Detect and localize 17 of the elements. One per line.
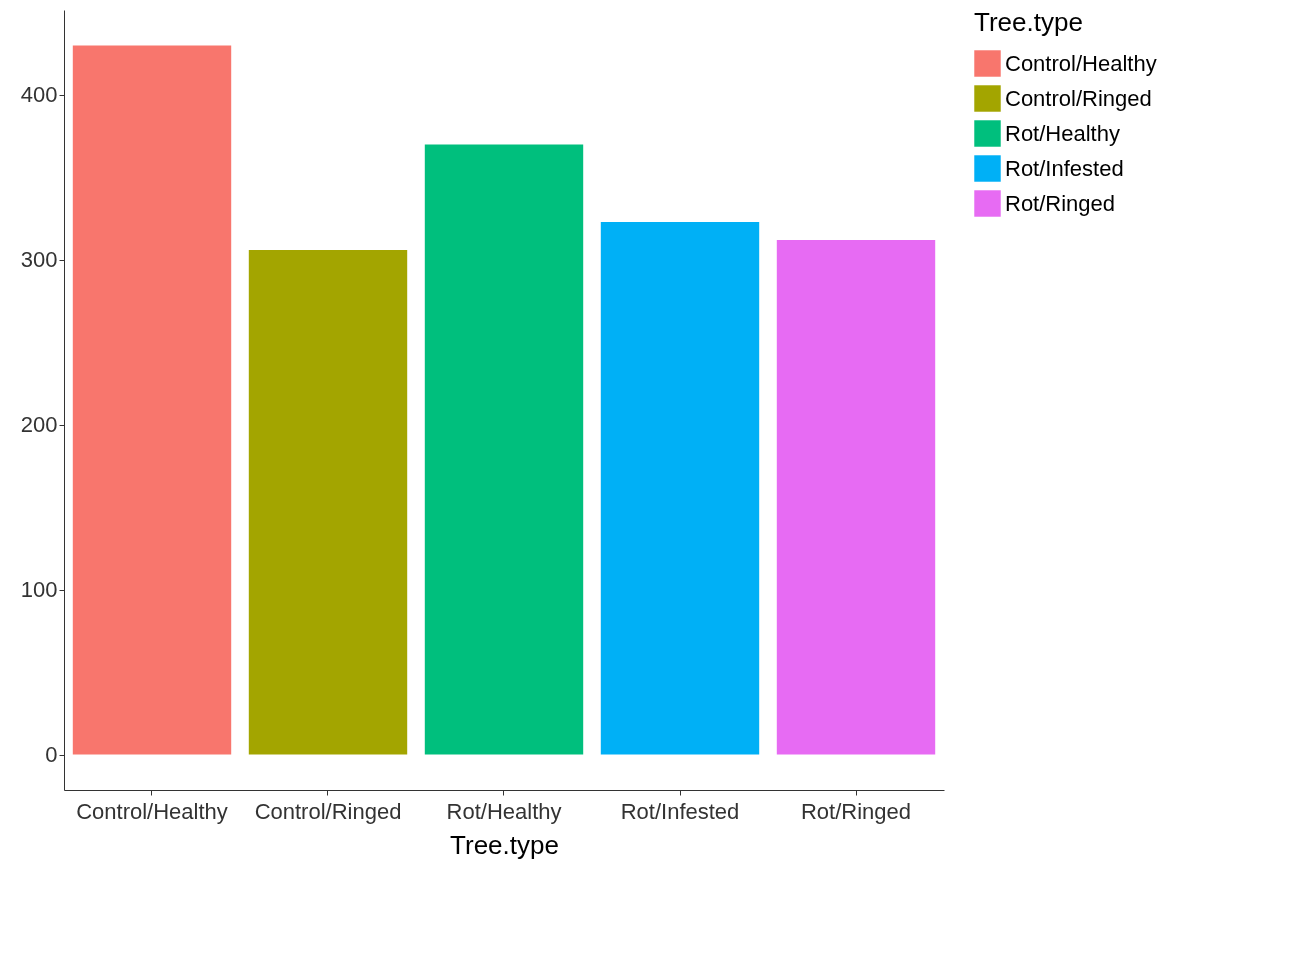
y-tick-label: 400 <box>20 82 58 108</box>
x-tick-label: Rot/Healthy <box>446 798 562 824</box>
legend-label: Rot/Infested <box>1005 155 1124 181</box>
y-tick-label: 100 <box>20 577 58 603</box>
legend-label: Rot/Ringed <box>1005 190 1116 216</box>
x-tick-label: Rot/Infested <box>620 798 740 824</box>
y-tick-label: 200 <box>20 412 58 438</box>
legend-label: Control/Healthy <box>1005 50 1157 76</box>
y-tick-label: 300 <box>20 247 58 273</box>
legend-label: Rot/Healthy <box>1005 120 1120 146</box>
x-tick-label: Control/Healthy <box>76 798 228 824</box>
y-tick-label: 0 <box>45 742 58 768</box>
legend-label: Control/Ringed <box>1005 85 1152 111</box>
x-tick-label: Rot/Ringed <box>800 798 912 824</box>
x-axis-title: Tree.type <box>450 829 559 860</box>
x-tick-label: Control/Ringed <box>254 798 402 824</box>
legend-title: Tree.type <box>974 7 1083 37</box>
